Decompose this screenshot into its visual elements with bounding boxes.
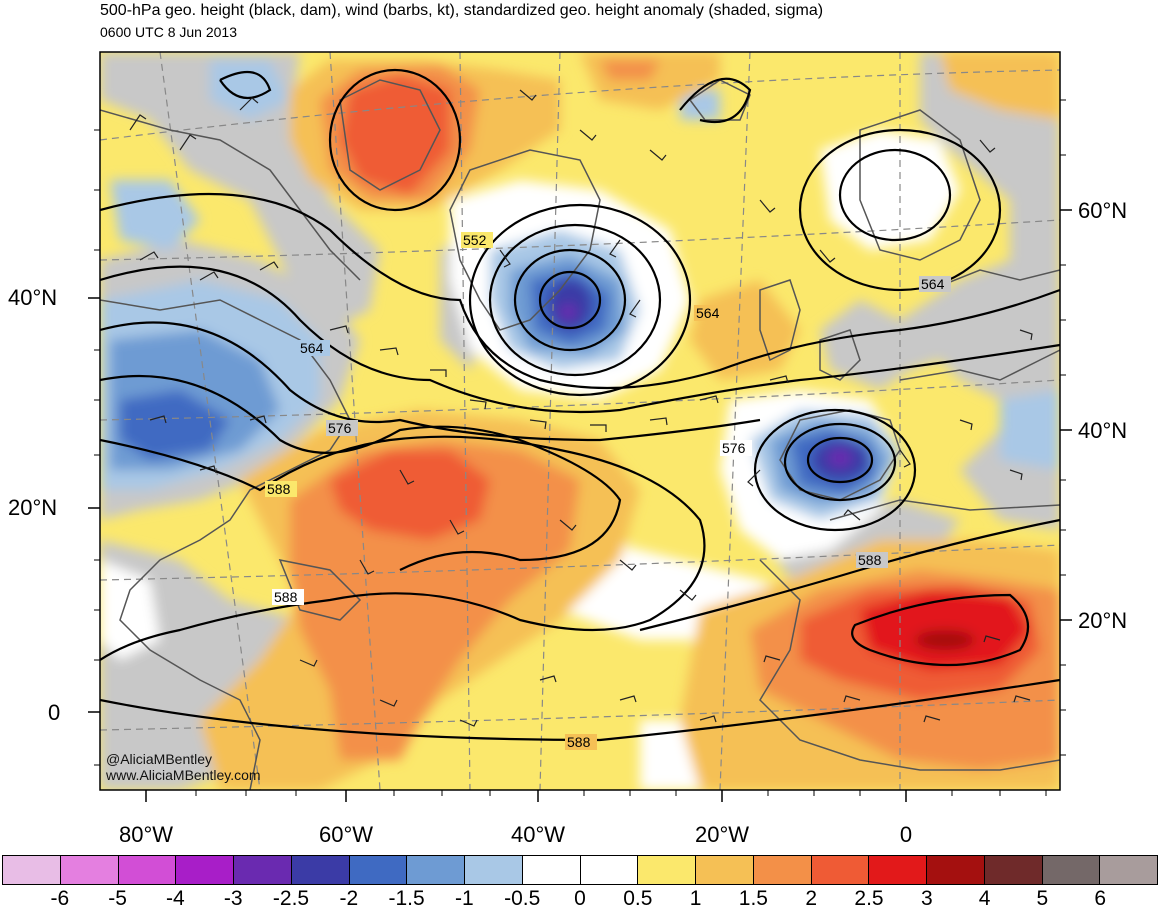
colorbar-swatch [522,856,581,884]
credit-handle: @AliciaMBentley [106,751,213,767]
colorbar-label: 1 [689,887,702,910]
colorbar-swatch [1100,856,1157,884]
colorbar-swatch [580,856,639,884]
lon-label: 80°W [118,822,174,847]
colorbar-label: -6 [50,887,70,910]
colorbar-label: 5 [1036,887,1049,910]
lat-label-right: 40°N [1078,418,1128,443]
contour-label: 588 [267,481,291,497]
colorbar-label: 6 [1094,887,1107,910]
colorbar-swatch [291,856,350,884]
colorbar-label: -5 [108,887,127,910]
lon-label: 20°W [694,822,750,847]
colorbar-label: 1.5 [738,887,768,910]
colorbar-label: 0 [574,887,586,910]
colorbar-label: -1 [455,887,474,910]
colorbar-label: -2 [339,887,359,910]
colorbar-swatch [60,856,119,884]
colorbar-label: 2 [805,887,818,910]
colorbar-label: -0.5 [504,887,541,910]
valid-time: 0600 UTC 8 Jun 2013 [100,24,237,40]
lat-label-right: 60°N [1078,198,1128,223]
lon-label: 0 [899,822,913,847]
colorbar [2,855,1158,885]
colorbar-swatch [984,856,1043,884]
colorbar-swatch [118,856,177,884]
contour-label: 576 [328,420,352,436]
colorbar-swatch [465,856,523,884]
credit-website: www.AliciaMBentley.com [106,767,261,783]
lon-label: 40°W [510,822,566,847]
colorbar-swatch [753,856,812,884]
contour-label: 588 [567,734,591,750]
lat-label-left: 20°N [8,495,58,520]
lon-label: 60°W [318,822,374,847]
colorbar-swatch [349,856,408,884]
colorbar-label: -2.5 [272,887,310,910]
contour-label: 588 [858,552,882,568]
colorbar-label: 4 [978,887,991,910]
colorbar-swatch [176,856,234,884]
colorbar-swatch [811,856,870,884]
colorbar-swatch [927,856,985,884]
colorbar-swatch [407,856,465,884]
colorbar-swatch [696,856,754,884]
colorbar-swatch [3,856,61,884]
colorbar-label: 3 [920,887,933,910]
contour-label: 564 [921,276,945,292]
colorbar-label: -3 [223,887,243,910]
lat-label-left: 40°N [8,285,58,310]
lat-label-right: 20°N [1078,608,1128,633]
colorbar-swatch [869,856,927,884]
map-title: 500-hPa geo. height (black, dam), wind (… [100,2,824,19]
contour-label: 576 [722,440,746,456]
colorbar-swatch [638,856,696,884]
colorbar-label: 2.5 [854,887,884,910]
colorbar-label: 0.5 [623,887,653,910]
colorbar-label: -4 [166,887,185,910]
contour-label: 588 [274,589,298,605]
contour-label: 552 [463,232,487,248]
contour-label: 564 [300,340,324,356]
colorbar-swatch [1042,856,1101,884]
lat-label-left: 0 [48,700,61,725]
colorbar-swatch [234,856,292,884]
anomaly-shading: 552 564 564 564 576 576 588 588 588 588 [100,52,1060,790]
contour-label: 564 [696,305,720,321]
colorbar-label: -1.5 [388,887,425,910]
